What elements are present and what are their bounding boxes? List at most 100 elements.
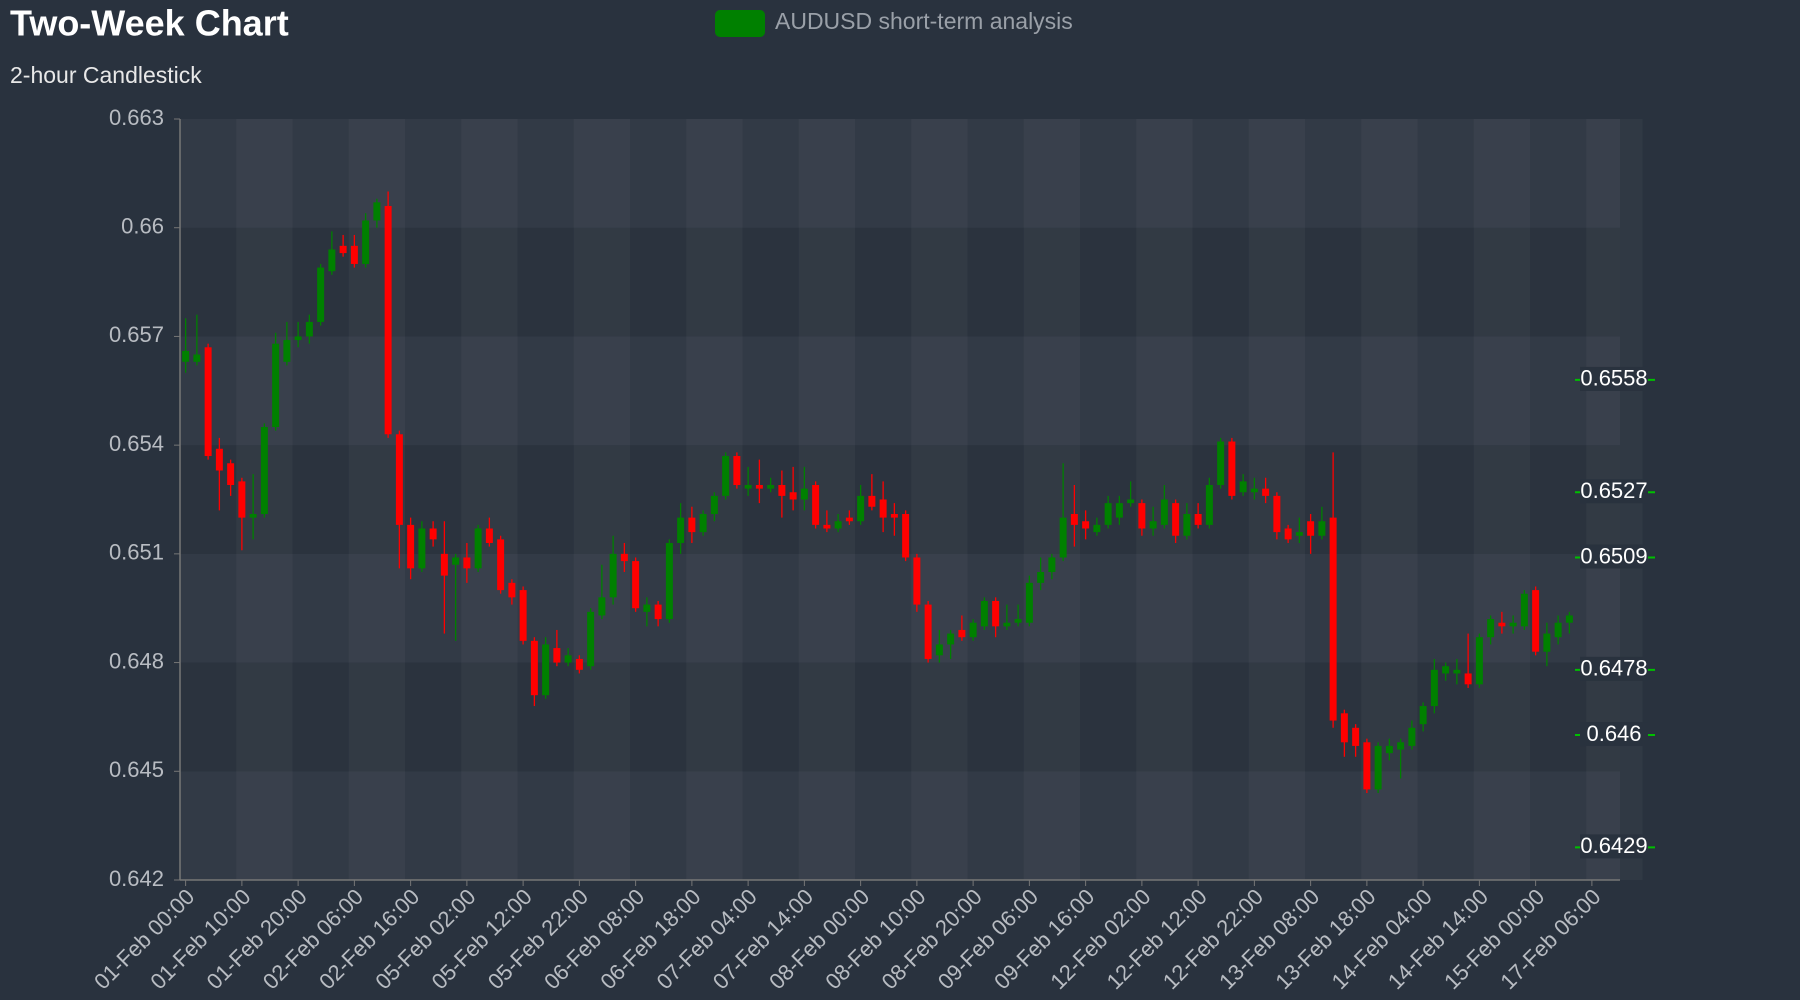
- candle-body: [587, 611, 595, 667]
- candle-body: [1329, 517, 1337, 721]
- candle-body: [249, 513, 257, 518]
- candle-body: [350, 245, 358, 264]
- candle-body: [879, 499, 887, 518]
- candle-body: [272, 343, 280, 428]
- candle-body: [969, 622, 977, 638]
- candle-body: [823, 524, 831, 529]
- x-band: [461, 119, 517, 880]
- candle-body: [283, 340, 291, 362]
- candle-body: [193, 354, 201, 362]
- level-label-bg: [1580, 544, 1648, 569]
- level-label-bg: [1580, 366, 1648, 391]
- candle-body: [1239, 481, 1247, 493]
- candle-body: [508, 582, 516, 598]
- candle-body: [1183, 513, 1191, 536]
- candle-body: [699, 513, 707, 533]
- candle-body: [800, 488, 808, 500]
- candle-body: [924, 604, 932, 659]
- y-tick-label: 0.651: [109, 540, 164, 565]
- candle-body: [1340, 713, 1348, 743]
- candle-body: [1250, 488, 1258, 493]
- candle-body: [1464, 673, 1472, 685]
- x-band: [1024, 119, 1080, 880]
- candle-body: [485, 528, 493, 543]
- candle-body: [1520, 593, 1528, 627]
- candle-body: [1160, 499, 1168, 525]
- y-tick-label: 0.657: [109, 322, 164, 347]
- level-label-bg: [1580, 834, 1648, 859]
- candle-body: [1509, 622, 1517, 627]
- candle-body: [519, 590, 527, 641]
- level-label-bg: [1580, 479, 1648, 504]
- level-label: 0.646: [1586, 721, 1641, 746]
- candle-body: [384, 205, 392, 435]
- candle-body: [1430, 669, 1438, 707]
- candle-body: [227, 463, 235, 486]
- candle-body: [429, 528, 437, 540]
- candle-body: [654, 604, 662, 620]
- candle-body: [1284, 528, 1292, 540]
- candle-body: [317, 267, 325, 322]
- grid-band: [180, 553, 1620, 663]
- level-label: 0.6478: [1580, 656, 1647, 681]
- legend-swatch[interactable]: [715, 10, 765, 37]
- candle-body: [373, 202, 381, 221]
- level-label: 0.6527: [1580, 478, 1647, 503]
- candle-body: [789, 492, 797, 500]
- candle-body: [1048, 557, 1056, 572]
- candle-body: [1442, 666, 1450, 674]
- candle-body: [407, 524, 415, 569]
- candle-body: [767, 485, 775, 489]
- level-label-bg: [1580, 722, 1648, 747]
- candle-body: [1205, 485, 1213, 525]
- candle-body: [1318, 521, 1326, 536]
- candle-body: [1453, 669, 1461, 674]
- candle-body: [643, 604, 651, 612]
- candle-body: [294, 336, 302, 341]
- candle-body: [395, 434, 403, 525]
- candle-body: [1397, 742, 1405, 750]
- candle-body: [947, 633, 955, 645]
- candle-body: [1082, 521, 1090, 529]
- candle-body: [710, 495, 718, 514]
- y-tick-label: 0.66: [121, 214, 164, 239]
- y-tick-label: 0.663: [109, 105, 164, 130]
- candle-body: [418, 528, 426, 569]
- chart-subtitle: 2-hour Candlestick: [10, 62, 202, 88]
- candle-body: [305, 321, 313, 337]
- candle-body: [1487, 619, 1495, 638]
- candle-body: [1127, 499, 1135, 504]
- y-tick-label: 0.642: [109, 866, 164, 891]
- legend-label[interactable]: AUDUSD short-term analysis: [775, 8, 1073, 34]
- candle-body: [722, 456, 730, 496]
- candle-body: [902, 513, 910, 558]
- candle-body: [935, 644, 943, 656]
- candle-body: [1003, 622, 1011, 627]
- level-label: 0.6429: [1580, 833, 1647, 858]
- x-band: [1474, 119, 1530, 880]
- candle-body: [1217, 441, 1225, 486]
- candle-body: [1172, 503, 1180, 536]
- candle-body: [328, 249, 336, 272]
- grid-band: [180, 336, 1620, 446]
- candle-body: [1228, 441, 1236, 496]
- candle-body: [755, 485, 763, 489]
- candle-body: [857, 495, 865, 522]
- candle-body: [204, 347, 212, 457]
- level-label-bg: [1580, 656, 1648, 681]
- candle-body: [564, 655, 572, 663]
- candle-body: [1070, 513, 1078, 525]
- candle-body: [1475, 637, 1483, 685]
- grid-band: [180, 119, 1620, 228]
- candle-body: [1138, 503, 1146, 529]
- candle-body: [1115, 503, 1123, 518]
- candle-body: [1273, 495, 1281, 533]
- candle-body: [1307, 521, 1315, 536]
- candle-body: [632, 561, 640, 609]
- candle-body: [845, 517, 853, 522]
- candle-body: [958, 629, 966, 638]
- x-band: [911, 119, 967, 880]
- candle-body: [474, 528, 482, 569]
- y-tick-label: 0.648: [109, 648, 164, 673]
- candle-body: [1025, 582, 1033, 623]
